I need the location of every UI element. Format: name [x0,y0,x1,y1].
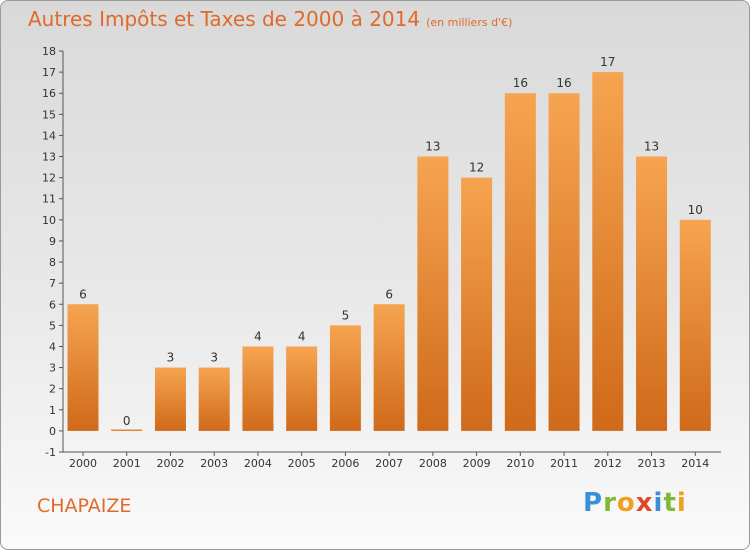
data-label: 4 [254,329,262,343]
y-tick-label: 4 [49,340,56,353]
bar [329,325,361,431]
y-tick-label: 5 [49,319,56,332]
data-label: 13 [425,140,440,154]
logo-letter: i [676,488,687,518]
x-tick-label: 2004 [244,457,272,470]
bar [198,367,230,431]
x-tick-label: 2014 [681,457,709,470]
data-label: 3 [210,351,218,365]
bar [548,93,580,431]
x-tick-label: 2005 [288,457,316,470]
logo-letter: x [635,488,654,518]
y-tick-label: 17 [42,66,56,79]
y-tick-label: 14 [42,129,56,142]
x-tick-label: 2010 [506,457,534,470]
data-label: 17 [600,55,615,69]
bar [154,367,186,431]
data-label: 0 [123,414,131,428]
bar [286,346,318,431]
data-label: 6 [79,287,87,301]
y-tick-label: 16 [42,87,56,100]
logo-letter: o [616,488,636,518]
y-tick-label: 7 [49,277,56,290]
x-tick-label: 2007 [375,457,403,470]
x-tick-label: 2002 [156,457,184,470]
data-label: 16 [513,76,528,90]
y-tick-label: 1 [49,404,56,417]
y-tick-label: 12 [42,172,56,185]
y-tick-label: 0 [49,425,56,438]
bar [242,346,274,431]
y-tick-label: 10 [42,214,56,227]
bar [111,429,143,431]
y-tick-label: 9 [49,235,56,248]
x-tick-label: 2003 [200,457,228,470]
y-tick-label: 13 [42,151,56,164]
y-tick-label: -1 [45,446,56,459]
logo-letter: r [603,488,617,518]
data-label: 5 [342,308,350,322]
data-label: 10 [688,203,703,217]
bar [636,156,668,431]
city-name: CHAPAIZE [37,495,132,517]
data-labels: 6 0 3 3 4 4 5 6 13 12 16 16 17 13 10 [79,55,703,428]
bar [373,304,405,431]
y-tick-label: 6 [49,298,56,311]
y-tick-label: 2 [49,383,56,396]
unit-label: (en milliers d'€) [426,16,513,29]
y-tick-label: 8 [49,256,56,269]
data-label: 16 [556,76,571,90]
x-tick-label: 2009 [463,457,491,470]
y-tick-label: 11 [42,193,56,206]
y-tick-label: 15 [42,108,56,121]
bar [504,93,536,431]
data-label: 6 [385,287,393,301]
x-tick-label: 2011 [550,457,578,470]
bar [461,177,493,431]
proxiti-logo: Proxiti [583,488,687,518]
logo-letter: t [663,488,677,518]
x-tick-label: 2013 [638,457,666,470]
chart-title-block: Autres Impôts et Taxes de 2000 à 2014 (en… [28,7,512,31]
y-tick-label: 3 [49,362,56,375]
x-tick-label: 2006 [331,457,359,470]
x-tick-label: 2001 [113,457,141,470]
bar [679,219,711,431]
data-label: 12 [469,161,484,175]
x-tick-label: 2008 [419,457,447,470]
bars [67,72,711,431]
data-label: 3 [167,351,175,365]
logo-letter: i [653,488,664,518]
bar [417,156,449,431]
data-label: 4 [298,329,306,343]
chart-title: Autres Impôts et Taxes de 2000 à 2014 [28,7,421,31]
x-tick-label: 2000 [69,457,97,470]
bar [592,72,624,431]
data-label: 13 [644,140,659,154]
x-tick-label: 2012 [594,457,622,470]
y-tick-label: 18 [42,45,56,58]
logo-letter: P [583,488,604,518]
bar [67,304,99,431]
